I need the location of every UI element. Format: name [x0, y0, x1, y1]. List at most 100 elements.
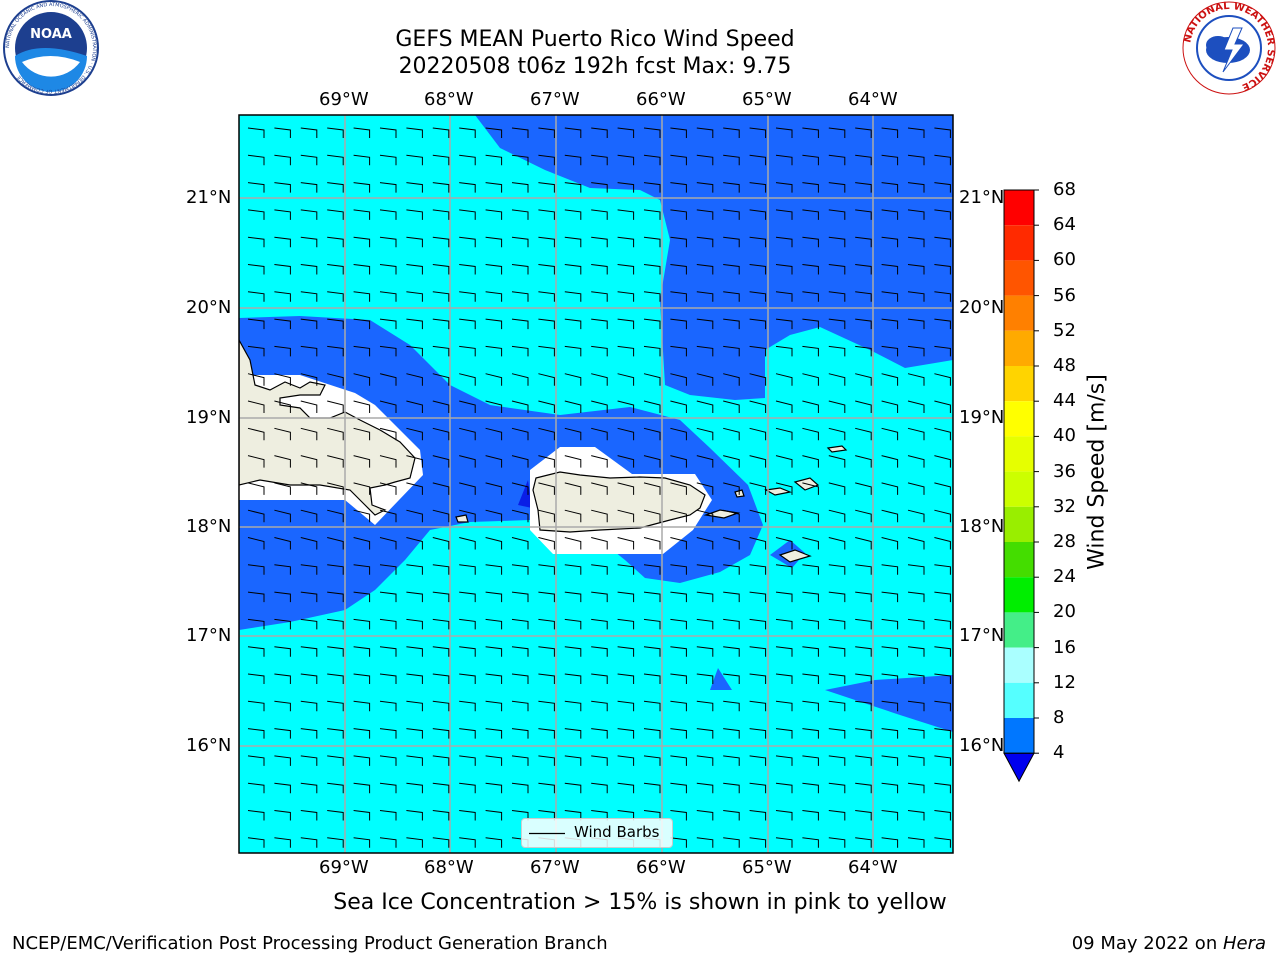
wind-barb [775, 236, 793, 248]
wind-barb [485, 782, 503, 794]
wind-barb [406, 837, 423, 848]
wind-barb [828, 537, 846, 550]
wind-barb [775, 400, 793, 413]
wind-barb [828, 236, 846, 248]
wind-barb [300, 182, 318, 193]
wind-barb [459, 618, 476, 630]
wind-barb [828, 400, 846, 413]
wind-barb [828, 127, 846, 138]
wind-barb [617, 264, 635, 275]
noaa-logo-text: NOAA [30, 27, 72, 42]
wind-barb [723, 837, 740, 848]
wind-barb [564, 264, 582, 275]
wind-barb [353, 700, 371, 712]
wind-barb [564, 673, 582, 684]
wind-barb [670, 400, 687, 413]
wind-barb [643, 127, 661, 138]
wind-barb [485, 154, 503, 166]
wind-barb [907, 537, 925, 550]
wind-barb [934, 646, 951, 657]
wind-barb [907, 264, 925, 275]
wind-barb [327, 236, 344, 248]
wind-barb [274, 236, 291, 248]
wind-barb [432, 154, 450, 166]
wind-barb [406, 318, 423, 330]
wind-barb [379, 537, 397, 550]
wind-barb [274, 755, 291, 766]
wind-barb [511, 236, 529, 248]
wind-barb [406, 154, 423, 166]
wind-barb [881, 564, 899, 575]
wind-barb [907, 455, 925, 468]
wind-barb [934, 564, 951, 575]
wind-barb [538, 154, 555, 166]
wind-barb [247, 537, 265, 550]
wind-barb [300, 810, 318, 821]
wind-barb [617, 728, 635, 739]
wind-barb [723, 264, 740, 275]
wind-barb [353, 318, 371, 330]
wind-barb [855, 291, 872, 302]
wind-barb [696, 755, 714, 766]
wind-barb [670, 427, 687, 441]
wind-barb [327, 755, 344, 766]
wind-barb [934, 755, 951, 766]
wind-barb [828, 782, 846, 794]
wind-barb [300, 700, 318, 712]
wind-barb [353, 509, 371, 523]
wind-barb [855, 400, 872, 413]
wind-barb [247, 618, 265, 630]
wind-barb [432, 427, 450, 441]
wind-barb [327, 728, 344, 739]
colorbar-segment [1004, 436, 1034, 472]
wind-barb [274, 373, 291, 386]
lat-label-left: 17°N [186, 625, 232, 646]
wind-barb [300, 455, 318, 468]
wind-barb [538, 564, 555, 575]
wind-barb [327, 646, 344, 657]
wind-barb [459, 837, 476, 848]
wind-barb [749, 564, 767, 575]
wind-barb [538, 755, 555, 766]
wind-barb [643, 591, 661, 603]
wind-barb [802, 700, 819, 712]
wind-barb [564, 564, 582, 575]
wind-barb [696, 837, 714, 848]
lat-label-right: 20°N [959, 297, 1005, 318]
wind-barb [802, 564, 819, 575]
wind-barb [353, 755, 371, 766]
wind-barb [379, 400, 397, 413]
wind-barb [670, 154, 687, 166]
wind-barb [670, 564, 687, 575]
wind-barb [591, 209, 608, 220]
wind-barb [485, 264, 503, 275]
wind-barb [353, 291, 371, 302]
wind-barb [485, 373, 503, 386]
wind-barb [775, 537, 793, 550]
wind-barb [802, 837, 819, 848]
wind-barb [379, 810, 397, 821]
wind-barb [749, 673, 767, 684]
wind-barb [670, 264, 687, 275]
wind-barb [327, 182, 344, 193]
wind-barb [485, 618, 503, 630]
colorbar-segment [1004, 225, 1034, 261]
wind-barb [670, 782, 687, 794]
wind-barb [828, 755, 846, 766]
wind-barb [591, 810, 608, 821]
wind-barb [327, 373, 344, 386]
wind-barb [775, 782, 793, 794]
wind-barb [432, 810, 450, 821]
wind-barb [855, 509, 872, 523]
wind-barb [696, 291, 714, 302]
wind-barb [274, 154, 291, 166]
wind-barb [406, 427, 423, 441]
wind-barb [353, 236, 371, 248]
wind-barb [749, 591, 767, 603]
wind-barb [907, 154, 925, 166]
lat-label-right: 18°N [959, 516, 1005, 537]
wind-barb [538, 427, 555, 441]
wind-barb [247, 837, 265, 848]
wind-barb [564, 810, 582, 821]
wind-barb [300, 127, 318, 138]
